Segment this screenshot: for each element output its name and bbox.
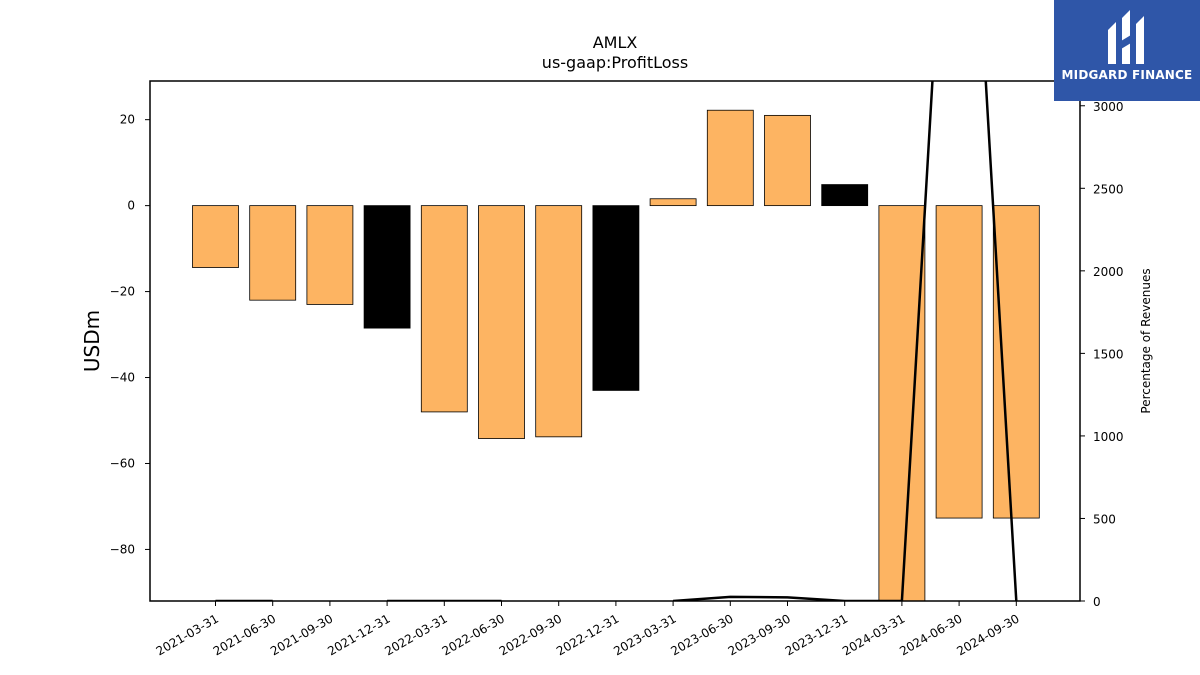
plot-frame [149, 80, 1081, 602]
y-axis-title: USDm [80, 310, 104, 372]
logo-badge: MIDGARD FINANCE [1054, 0, 1200, 101]
x-tick-label: 2024-03-31 [840, 611, 907, 658]
y2-tick-label: 500 [1093, 512, 1116, 526]
x-tick-label: 2022-03-31 [382, 611, 449, 658]
bar-2023-12-31 [821, 184, 869, 207]
line-series [215, 81, 1018, 601]
chart-subtitle: us-gaap:ProfitLoss [542, 53, 688, 72]
bar-2021-06-30 [249, 205, 297, 301]
x-tick-label: 2023-12-31 [783, 611, 850, 658]
y-tick-label: −20 [110, 285, 135, 299]
y2-tick-label: 3000 [1093, 100, 1124, 114]
bar-2023-06-30 [706, 109, 754, 207]
x-tick-label: 2023-09-30 [726, 611, 793, 658]
y2-tick-label: 2000 [1093, 265, 1124, 279]
y2-tick-label: 1500 [1093, 347, 1124, 361]
bar-2022-06-30 [478, 205, 525, 439]
y-tick-label: −60 [110, 456, 135, 470]
bar-2023-03-31 [649, 198, 697, 207]
bar-2024-03-31 [878, 205, 926, 602]
x-tick-label: 2024-09-30 [954, 611, 1021, 658]
bar-2022-09-30 [535, 205, 583, 438]
x-tick-label: 2024-06-30 [897, 611, 964, 658]
bar-2024-06-30 [935, 205, 983, 519]
y2-axis: 0 500 1000 1500 2000 2500 3000 [1080, 100, 1124, 609]
x-tick-label: 2022-12-31 [554, 611, 621, 658]
bar-2022-03-31 [420, 205, 468, 413]
y-axis: 20 0 −20 −40 −60 −80 [110, 113, 150, 556]
bar-series [192, 109, 1040, 602]
y-tick-label: −80 [110, 542, 135, 556]
chart-title: AMLX [593, 33, 638, 52]
x-tick-label: 2021-12-31 [325, 611, 392, 658]
y-tick-label: −40 [110, 371, 135, 385]
bar-2024-09-30 [992, 205, 1040, 519]
bar-2021-09-30 [306, 205, 354, 305]
x-tick-label: 2022-09-30 [497, 611, 564, 658]
y2-axis-title: Percentage of Revenues [1139, 268, 1153, 413]
line-segment-2 [673, 81, 1018, 601]
y2-tick-label: 0 [1093, 595, 1101, 609]
x-tick-label: 2023-03-31 [611, 611, 678, 658]
bar-2021-12-31 [363, 205, 411, 329]
bar-2023-09-30 [764, 114, 811, 207]
x-tick-label: 2021-06-30 [211, 611, 278, 658]
bar-2021-03-31 [192, 205, 239, 268]
bar-2022-12-31 [592, 205, 640, 391]
logo-text: MIDGARD FINANCE [1061, 68, 1193, 82]
x-tick-label: 2022-06-30 [440, 611, 507, 658]
y-tick-label: 20 [120, 113, 135, 127]
x-axis: 2021-03-312021-06-302021-09-302021-12-31… [154, 601, 1022, 658]
x-tick-label: 2021-09-30 [268, 611, 335, 658]
x-tick-label: 2023-06-30 [668, 611, 735, 658]
y-tick-label: 0 [127, 199, 135, 213]
logo-mark-icon [1108, 10, 1144, 64]
y2-tick-label: 2500 [1093, 182, 1124, 196]
y2-tick-label: 1000 [1093, 430, 1124, 444]
x-tick-label: 2021-03-31 [154, 611, 221, 658]
